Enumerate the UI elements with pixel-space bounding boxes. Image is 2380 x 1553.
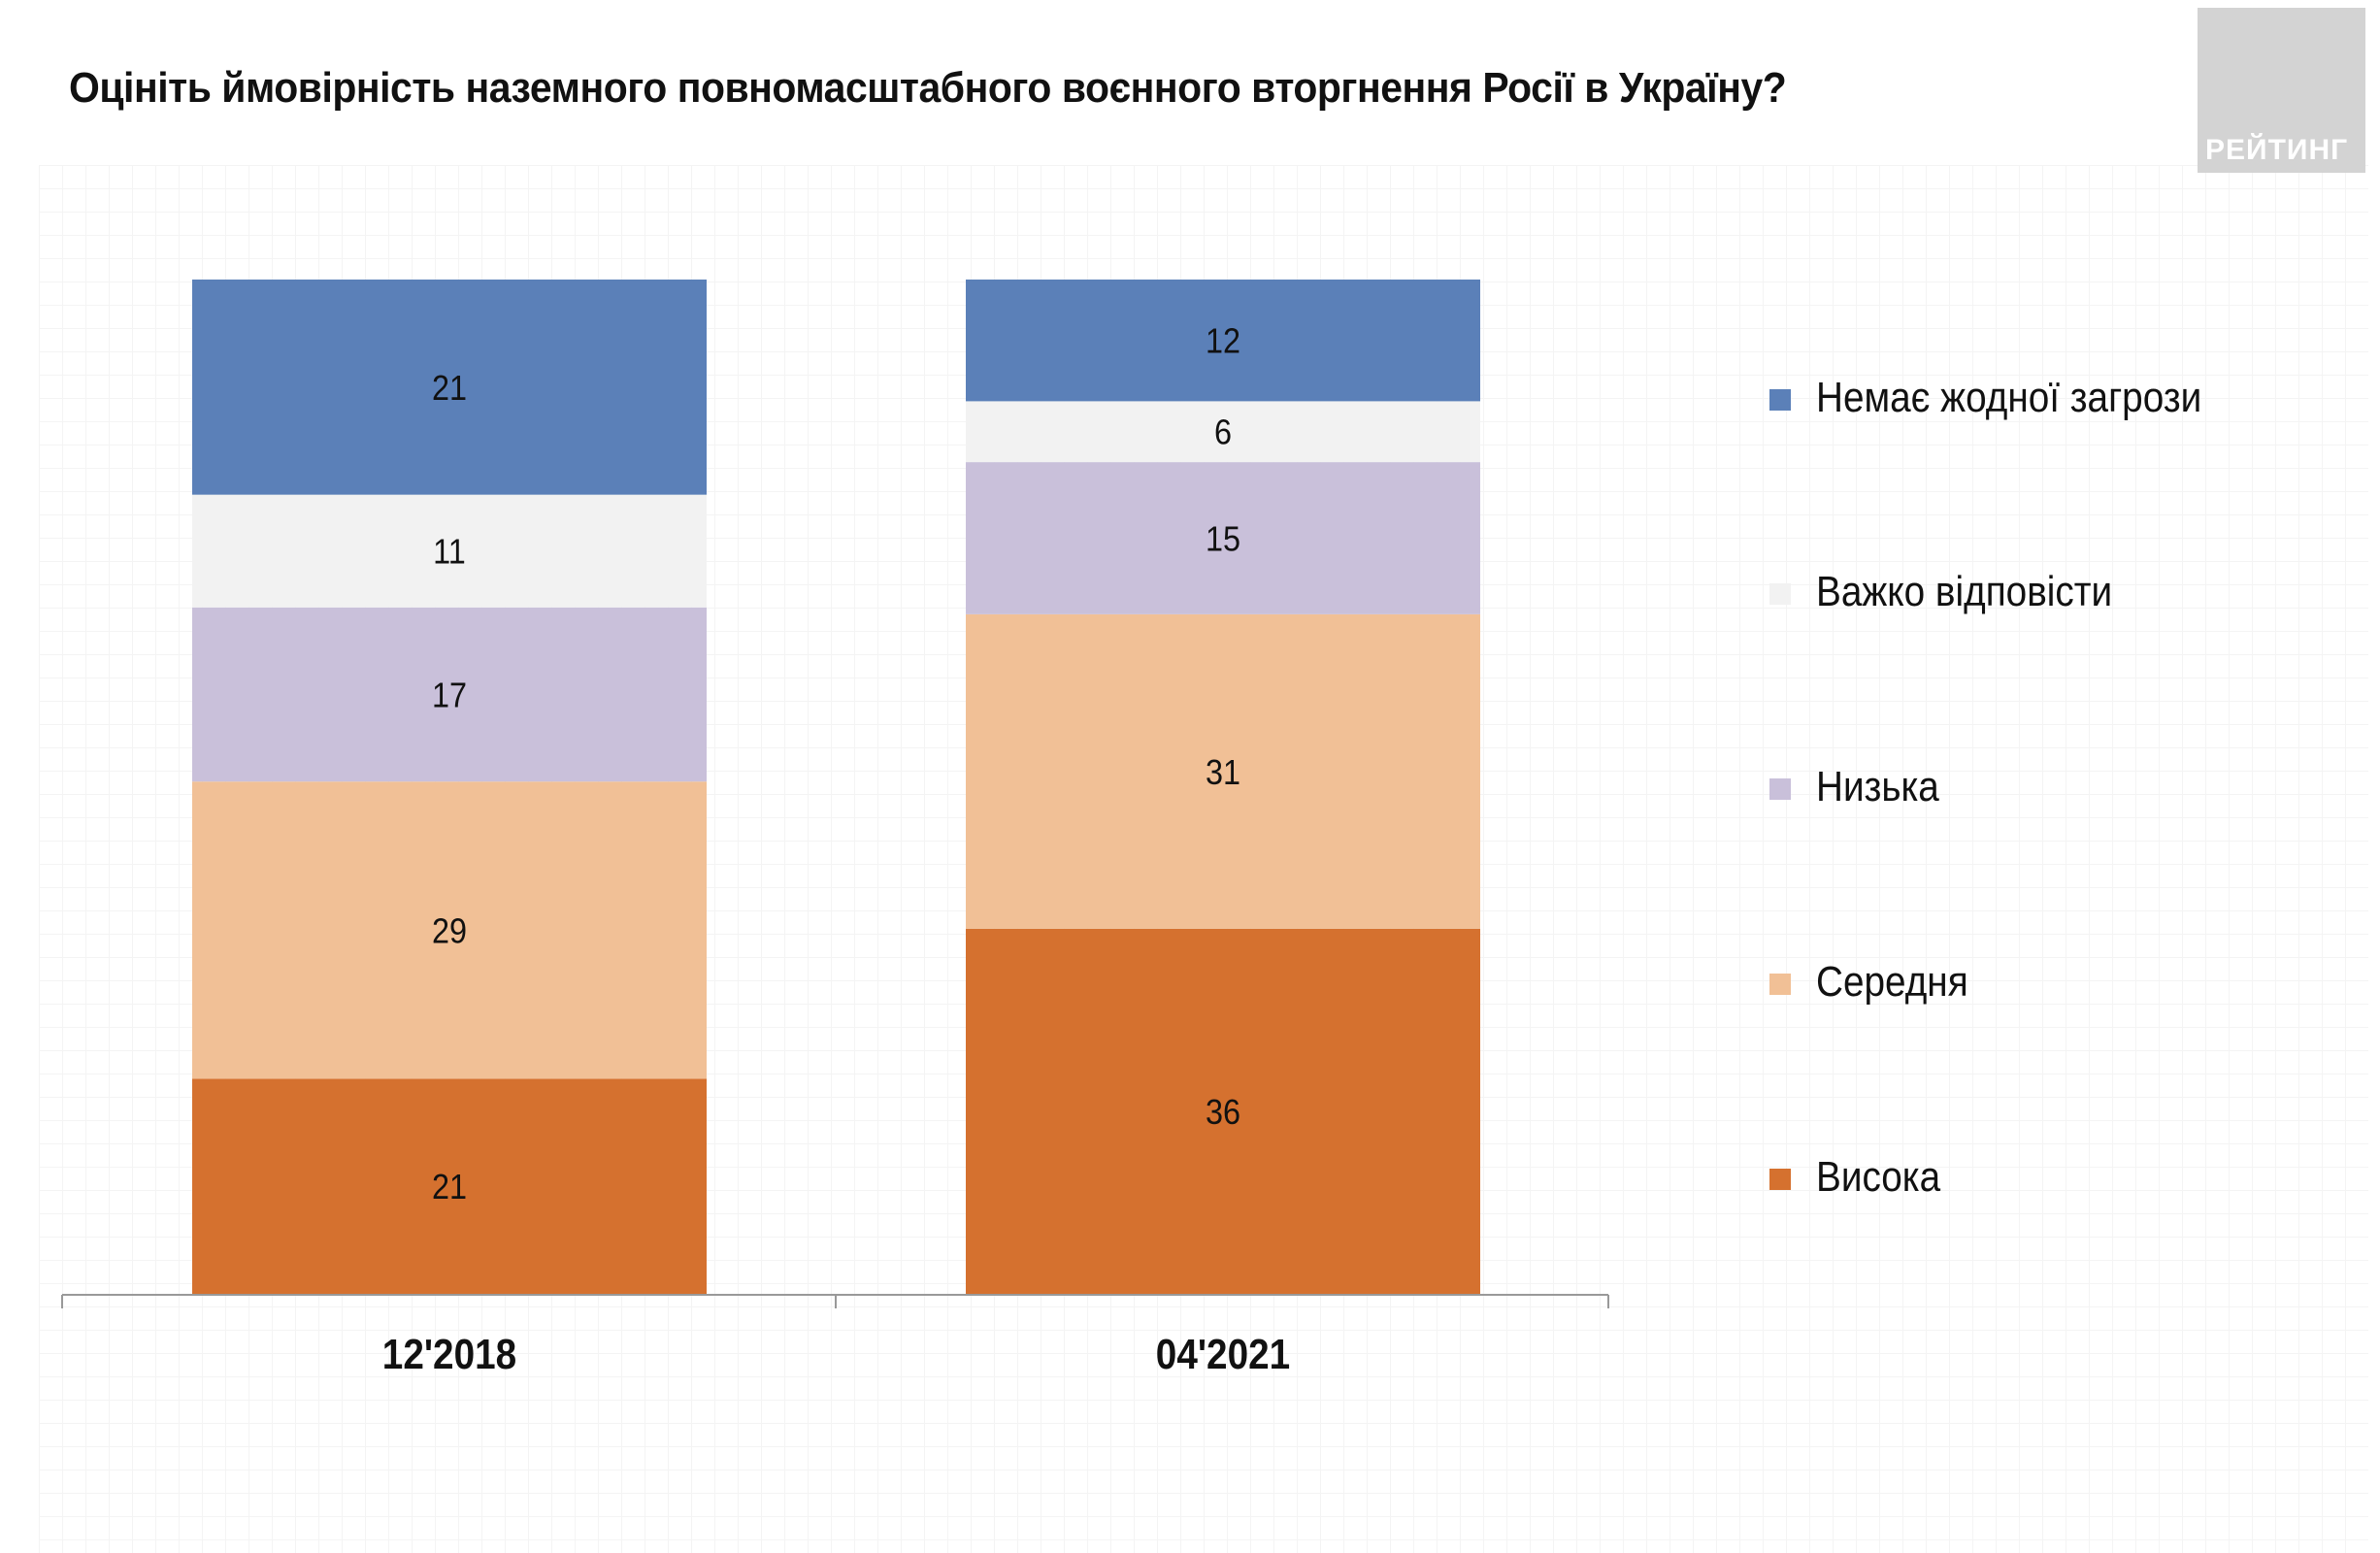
legend-label: Середня [1816,958,1968,1006]
data-label: 17 [432,677,467,715]
data-label: 15 [1206,520,1240,559]
data-label: 6 [1214,413,1232,452]
data-label: 31 [1206,753,1240,792]
bar-segment-0-3 [192,494,707,608]
bar-segment-1-4 [966,280,1480,402]
legend-swatch [1769,389,1791,411]
x-tick-label: 12'2018 [382,1330,516,1378]
legend-swatch [1769,778,1791,800]
legend-swatch [1769,1169,1791,1190]
legend-swatch [1769,583,1791,605]
bar-segment-0-0 [192,1078,707,1294]
bar-segment-1-3 [966,401,1480,463]
legend-label: Важко відповісти [1816,568,2113,615]
bar-segment-1-1 [966,613,1480,929]
legend-swatch [1769,974,1791,995]
bar-segment-0-2 [192,607,707,782]
data-label: 29 [432,912,467,951]
chart-title: Оцініть ймовірність наземного повномасшт… [69,64,1787,112]
legend-label: Низька [1816,763,1939,810]
bar-segment-0-4 [192,280,707,495]
data-label: 12 [1206,322,1240,361]
x-tick-label: 04'2021 [1156,1330,1290,1378]
data-label: 21 [432,369,467,408]
legend-label: Висока [1816,1153,1941,1201]
bar-segment-1-0 [966,928,1480,1294]
data-label: 11 [433,533,466,572]
logo-text: РЕЙТИНГ [2205,134,2349,166]
legend-label: Немає жодної загрози [1816,374,2202,421]
bar-segment-0-1 [192,781,707,1079]
data-label: 36 [1206,1093,1240,1132]
data-label: 21 [432,1169,467,1207]
bar-segment-1-2 [966,462,1480,614]
rating-logo: РЕЙТИНГ [2198,8,2365,173]
